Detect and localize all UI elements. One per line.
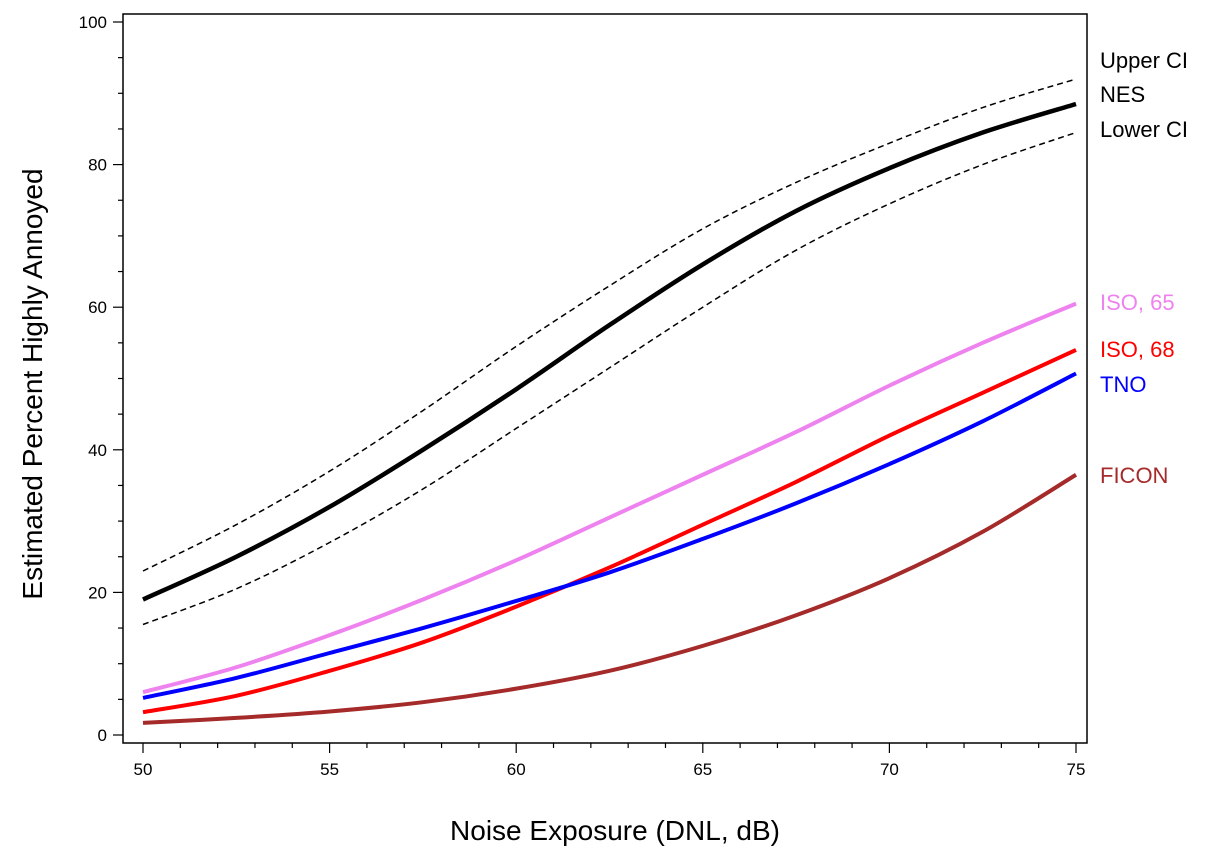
series-labels: Upper CI NES Lower CI ISO, 65 ISO, 68 TNO FICO…	[1100, 48, 1188, 488]
series-label-iso-68: ISO, 68	[1100, 337, 1175, 362]
x-tick-label: 60	[507, 760, 526, 779]
x-tick-label: 50	[134, 760, 153, 779]
y-tick-label: 100	[79, 13, 107, 32]
x-tick-label: 55	[320, 760, 339, 779]
x-tick-label: 65	[693, 760, 712, 779]
y-tick-label: 60	[88, 298, 107, 317]
y-axis-ticks: 0 20 40 60 80 100	[79, 13, 123, 745]
y-axis-title: Estimated Percent Highly Annoyed	[17, 168, 48, 599]
series-line-iso-65	[142, 301, 1077, 695]
series-label-nes: NES	[1100, 82, 1145, 107]
series-lines	[142, 78, 1078, 725]
x-axis-ticks: 50 55 60 65 70 75	[134, 743, 1086, 779]
x-tick-label: 70	[880, 760, 899, 779]
series-line-lower-ci	[142, 131, 1077, 626]
series-label-lower-ci: Lower CI	[1100, 117, 1188, 142]
series-line-upper-ci	[142, 78, 1077, 572]
series-label-ficon: FICON	[1100, 463, 1168, 488]
x-tick-label: 75	[1067, 760, 1086, 779]
y-tick-label: 0	[98, 726, 107, 745]
series-line-tno	[142, 371, 1077, 700]
series-line-iso-68	[142, 348, 1077, 715]
series-label-iso-65: ISO, 65	[1100, 290, 1175, 315]
series-line-nes	[142, 101, 1077, 602]
series-line-ficon	[142, 473, 1078, 725]
y-tick-label: 80	[88, 156, 107, 175]
plot-frame	[122, 13, 1088, 744]
x-axis-title: Noise Exposure (DNL, dB)	[450, 815, 780, 846]
y-tick-label: 40	[88, 441, 107, 460]
y-tick-label: 20	[88, 583, 107, 602]
series-label-upper-ci: Upper CI	[1100, 48, 1188, 73]
series-label-tno: TNO	[1100, 372, 1146, 397]
